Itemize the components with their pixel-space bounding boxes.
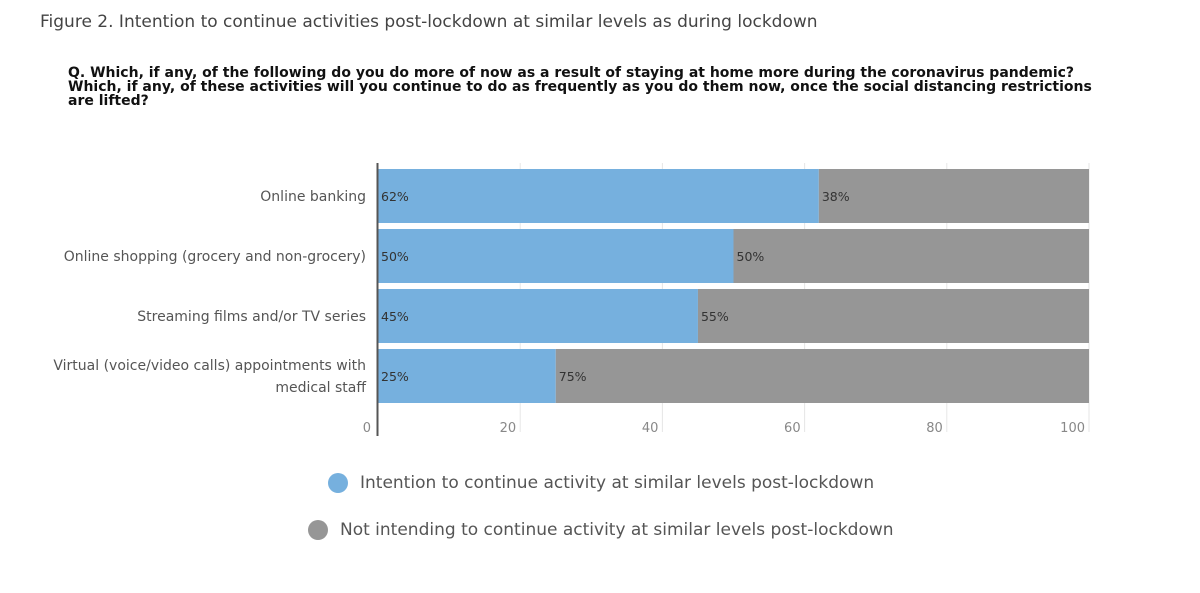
legend-label-continue: Intention to continue activity at simila… [360, 473, 875, 493]
bar-value-label: 45% [381, 309, 409, 324]
figure-title: Figure 2. Intention to continue activiti… [40, 12, 818, 32]
bar-not-continue[interactable] [555, 349, 1089, 403]
x-tick-label: 60 [784, 421, 801, 436]
bar-value-label: 25% [381, 369, 409, 384]
legend-label-not-continue: Not intending to continue activity at si… [340, 520, 894, 540]
x-tick-label: 40 [642, 421, 659, 436]
bar-continue[interactable] [378, 229, 734, 283]
question-line-3: are lifted? [68, 93, 149, 109]
bar-value-label: 50% [381, 249, 409, 264]
labels: 0 20 40 60 80 100 62% 38% Online banking 50% 50% On… [53, 189, 1085, 436]
category-label: medical staff [275, 380, 366, 396]
bar-continue[interactable] [378, 349, 556, 403]
bar-continue[interactable] [378, 289, 698, 343]
bar-value-label: 55% [701, 309, 729, 324]
bar-not-continue[interactable] [733, 229, 1090, 283]
question-line-2: Which, if any, of these activities will … [68, 79, 1092, 95]
question-text: Q. Which, if any, of the following do yo… [68, 66, 1148, 108]
bars [378, 169, 1089, 403]
question-line-1: Q. Which, if any, of the following do yo… [68, 65, 1075, 81]
legend-item-not-continue[interactable]: Not intending to continue activity at si… [308, 520, 894, 540]
x-tick-label: 20 [500, 421, 517, 436]
bar-not-continue[interactable] [818, 169, 1089, 223]
x-tick-label: 0 [363, 421, 371, 436]
bar-value-label: 75% [559, 369, 587, 384]
category-label: Virtual (voice/video calls) appointments… [53, 358, 366, 374]
category-label: Online shopping (grocery and non-grocery… [64, 249, 366, 265]
bar-value-label: 38% [822, 189, 850, 204]
legend-swatch-continue [328, 473, 348, 493]
category-label: Online banking [260, 189, 366, 205]
legend-item-continue[interactable]: Intention to continue activity at simila… [328, 473, 874, 493]
x-tick-label: 80 [926, 421, 943, 436]
bar-value-label: 62% [381, 189, 409, 204]
category-label: Streaming films and/or TV series [137, 309, 366, 325]
bar-continue[interactable] [378, 169, 819, 223]
legend-swatch-not-continue [308, 520, 328, 540]
bar-value-label: 50% [737, 249, 765, 264]
x-tick-label: 100 [1060, 421, 1085, 436]
bar-not-continue[interactable] [697, 289, 1089, 343]
